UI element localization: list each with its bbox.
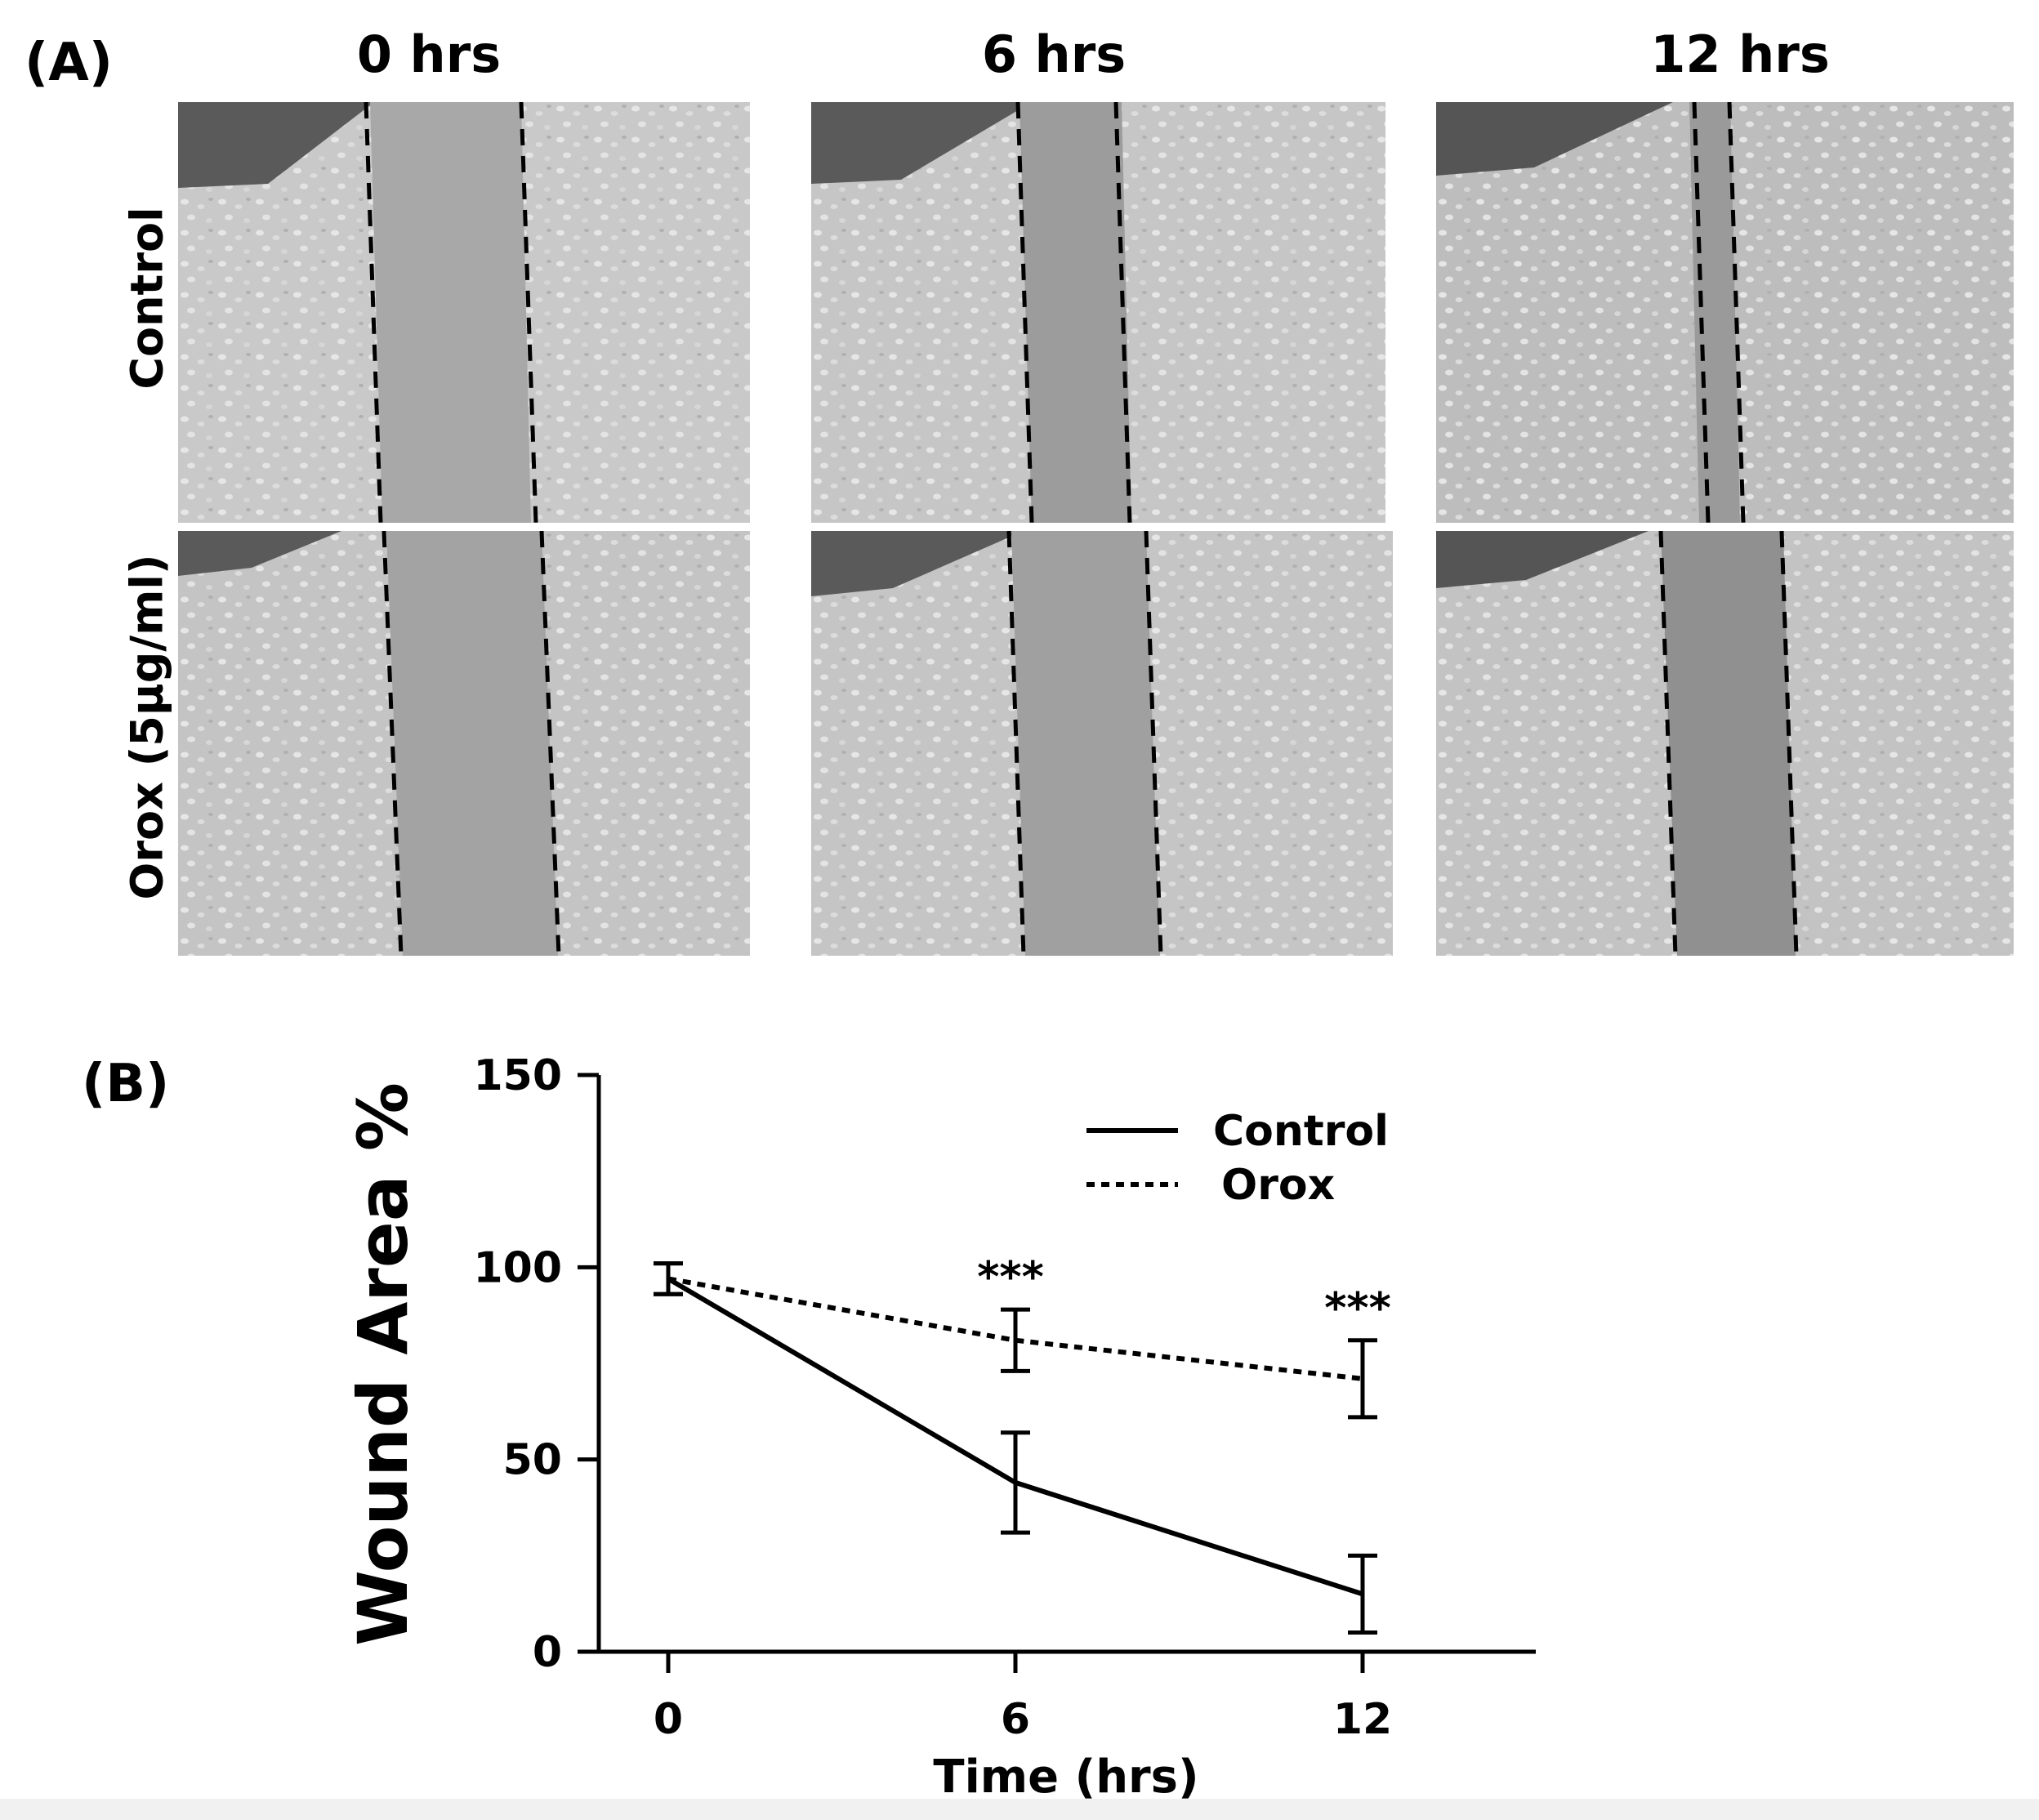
x-axis-title: Time (hrs) xyxy=(933,1751,1198,1804)
panel-a-label: (A) xyxy=(25,33,114,93)
x-tick-label: 12 xyxy=(1333,1695,1392,1744)
micrograph-control-0h xyxy=(178,102,750,523)
x-tick-label: 0 xyxy=(654,1695,683,1744)
legend-label-control: Control xyxy=(1213,1107,1389,1156)
y-tick-label: 150 xyxy=(473,1051,562,1100)
micrograph-orox-12h xyxy=(1436,531,2014,956)
y-tick-label: 100 xyxy=(473,1243,562,1292)
column-header-6-hrs: 6 hrs xyxy=(981,25,1127,84)
x-tick-label: 6 xyxy=(1001,1695,1030,1744)
y-tick-label: 0 xyxy=(533,1628,562,1677)
y-tick-label: 50 xyxy=(503,1436,562,1485)
micrograph-orox-0h xyxy=(178,531,750,956)
y-axis-title: Wound Area % xyxy=(343,1082,423,1646)
micrograph-control-6h xyxy=(811,102,1385,523)
column-header-0-hrs: 0 hrs xyxy=(356,25,502,84)
significance-marker: *** xyxy=(1324,1284,1391,1333)
panel-b-label: (B) xyxy=(82,1054,170,1114)
micrograph-control-12h xyxy=(1436,102,2014,523)
bottom-divider xyxy=(0,1799,2039,1820)
significance-marker: *** xyxy=(977,1253,1044,1302)
column-header-12-hrs: 12 hrs xyxy=(1650,25,1830,84)
legend-label-orox: Orox xyxy=(1221,1161,1335,1210)
micrograph-orox-6h xyxy=(811,531,1393,956)
